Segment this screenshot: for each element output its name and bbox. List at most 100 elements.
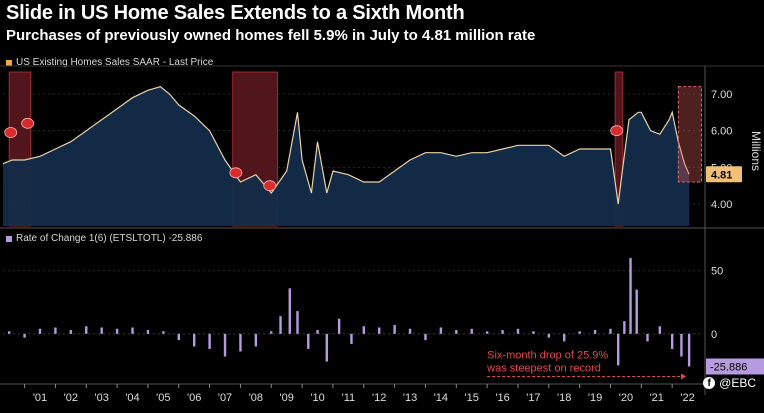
- roc-bar: [646, 333, 649, 342]
- x-tick-label: '16: [495, 392, 509, 404]
- roc-bar: [337, 318, 341, 334]
- roc-bar: [192, 333, 196, 347]
- roc-bar: [501, 330, 504, 334]
- roc-bar: [296, 311, 299, 334]
- roc-bar: [629, 258, 632, 334]
- x-tick-label: '19: [588, 392, 602, 404]
- roc-bar: [85, 326, 88, 334]
- roc-bar: [532, 331, 535, 334]
- y-tick-label: 7.00: [711, 89, 732, 101]
- roc-bar: [239, 333, 242, 352]
- x-tick-label: '08: [249, 392, 263, 404]
- annotation-arrowhead-icon: [681, 373, 687, 380]
- legend-swatch-orange: [6, 59, 12, 66]
- facebook-icon: f: [703, 377, 716, 389]
- roc-bar: [177, 333, 180, 341]
- roc-bar: [23, 333, 26, 338]
- event-marker-icon: [229, 167, 243, 179]
- y-axis-label: Millions: [749, 131, 763, 171]
- legend-label: US Existing Homes Sales SAAR - Last Pric…: [16, 57, 214, 68]
- chart-subtitle: Purchases of previously owned homes fell…: [6, 27, 536, 44]
- series-area-existing-home-sales: [3, 86, 690, 226]
- roc-bar: [424, 333, 427, 341]
- event-marker-icon: [263, 180, 277, 192]
- x-tick-label: '05: [156, 392, 170, 404]
- roc-bar: [439, 327, 443, 334]
- roc-bar: [7, 331, 11, 334]
- roc-bar: [208, 333, 211, 349]
- roc-bar: [146, 330, 150, 334]
- x-tick-label: '07: [218, 392, 232, 404]
- x-tick-label: '02: [64, 392, 78, 404]
- y-tick-label: 0: [711, 329, 717, 341]
- roc-bar: [635, 289, 638, 334]
- x-tick-label: '17: [526, 392, 540, 404]
- roc-bar: [54, 327, 57, 334]
- roc-bar: [69, 330, 73, 334]
- y-tick-label: 6.00: [711, 126, 732, 138]
- roc-bar: [687, 333, 691, 367]
- roc-bar: [658, 326, 662, 334]
- roc-bar: [38, 328, 42, 334]
- roc-bar: [670, 333, 674, 349]
- recession-band: [615, 72, 623, 226]
- roc-bar: [578, 331, 581, 334]
- x-tick-label: '14: [434, 392, 448, 404]
- event-marker-icon: [4, 127, 18, 138]
- roc-bar: [223, 333, 227, 357]
- chart-title: Slide in US Home Sales Extends to a Sixt…: [6, 2, 465, 24]
- x-tick-label: '09: [280, 392, 294, 404]
- roc-bar: [485, 331, 489, 334]
- roc-bar: [316, 330, 319, 334]
- legend-label: Rate of Change 1(6) (ETSLTOTL) -25.886: [16, 233, 203, 244]
- roc-bar: [378, 327, 381, 334]
- legend-swatch-purple: [6, 235, 12, 242]
- last-price-label: 4.81: [711, 169, 732, 181]
- x-tick-label: '11: [342, 392, 356, 404]
- y-tick-label: 4.00: [711, 199, 732, 211]
- x-tick-label: '03: [95, 392, 109, 404]
- x-tick-label: '18: [557, 392, 571, 404]
- x-tick-label: '06: [187, 392, 201, 404]
- x-tick-label: '10: [310, 392, 324, 404]
- roc-bar: [593, 330, 597, 334]
- x-tick-label: '21: [650, 392, 664, 404]
- highlight-box-recent-drop: [677, 86, 702, 183]
- roc-bar: [455, 330, 458, 334]
- roc-bar: [288, 288, 291, 334]
- x-tick-label: '15: [465, 392, 479, 404]
- roc-bar: [516, 328, 520, 334]
- roc-bar: [270, 331, 273, 334]
- roc-bar: [470, 328, 473, 334]
- last-roc-tag: [706, 358, 764, 375]
- event-marker-icon: [21, 117, 35, 129]
- roc-bar: [623, 321, 626, 334]
- x-tick-label: '13: [403, 392, 417, 404]
- y-tick-label: 50: [711, 266, 723, 278]
- x-tick-label: '20: [619, 392, 633, 404]
- roc-bar: [616, 333, 620, 366]
- roc-bar: [325, 333, 328, 362]
- roc-bar: [563, 333, 566, 342]
- roc-bar: [408, 328, 412, 334]
- roc-bar: [100, 327, 103, 334]
- roc-bar: [254, 333, 258, 347]
- series-line-existing-home-sales: [2, 86, 690, 205]
- roc-bar: [547, 333, 551, 338]
- last-price-tag: [706, 166, 742, 183]
- legend-existing-home-sales: US Existing Homes Sales SAAR - Last Pric…: [6, 57, 213, 68]
- roc-bar: [362, 326, 365, 334]
- roc-bar: [307, 333, 310, 349]
- roc-bar: [115, 328, 119, 334]
- roc-bar: [279, 316, 282, 334]
- last-roc-label: -25.886: [710, 361, 747, 373]
- roc-bar: [162, 331, 165, 334]
- annotation-line-1: Six-month drop of 25.9%: [487, 350, 608, 362]
- roc-bar: [680, 333, 683, 357]
- watermark-text: @EBC: [719, 376, 756, 390]
- x-tick-label: '04: [125, 392, 139, 404]
- x-tick-label: '22: [680, 392, 694, 404]
- x-tick-label: '12: [372, 392, 386, 404]
- roc-bar: [350, 333, 353, 344]
